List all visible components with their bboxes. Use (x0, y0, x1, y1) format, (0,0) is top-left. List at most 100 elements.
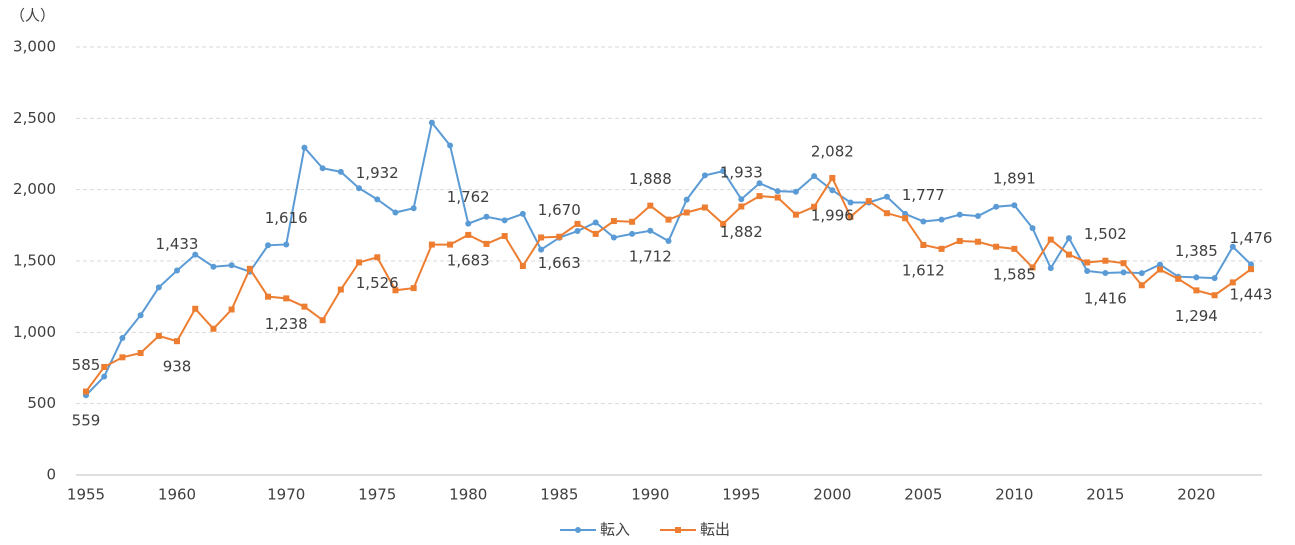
point-marker (938, 245, 945, 252)
point-marker (101, 364, 108, 371)
point-marker (1138, 282, 1145, 289)
point-marker (283, 295, 290, 302)
point-marker (1248, 261, 1254, 268)
point-marker (246, 265, 253, 272)
point-marker (356, 185, 363, 192)
point-marker (1156, 266, 1163, 273)
point-marker (811, 203, 818, 210)
point-marker (83, 388, 89, 395)
point-marker (174, 338, 181, 345)
point-marker (592, 230, 599, 237)
point-marker (629, 218, 636, 225)
x-tick-label: 1985 (540, 486, 578, 504)
point-marker (792, 211, 799, 218)
point-marker (665, 238, 672, 245)
y-tick-label: 2,000 (13, 180, 56, 198)
point-marker (592, 219, 599, 226)
point-marker (956, 238, 963, 245)
point-marker (629, 230, 636, 237)
point-marker (1156, 261, 1163, 268)
series-line (85, 175, 1252, 393)
point-marker (610, 218, 617, 225)
point-marker (538, 246, 545, 253)
data-label: 1,663 (538, 254, 581, 272)
point-marker (465, 231, 472, 238)
point-marker (993, 203, 1000, 210)
data-label: 1,585 (993, 265, 1036, 283)
point-marker (647, 202, 654, 209)
point-marker (1138, 270, 1145, 277)
y-axis-unit: （人） (10, 7, 55, 25)
x-tick-label: 1955 (67, 486, 105, 504)
x-tick-label: 1975 (358, 486, 396, 504)
legend-marker (675, 527, 681, 533)
point-marker (192, 305, 199, 312)
x-tick-label: 2020 (1177, 486, 1215, 504)
x-tick-label: 2010 (995, 486, 1033, 504)
point-marker (210, 325, 217, 332)
data-label: 1,670 (538, 201, 581, 219)
point-marker (956, 211, 963, 218)
point-marker (101, 373, 108, 380)
point-marker (1211, 275, 1218, 282)
point-marker (1065, 235, 1072, 242)
point-marker (556, 233, 563, 240)
point-marker (1229, 243, 1236, 250)
point-marker (301, 144, 308, 151)
point-marker (829, 187, 836, 194)
data-label: 1,932 (356, 164, 399, 182)
point-marker (465, 220, 472, 227)
point-marker (1084, 259, 1091, 266)
data-label: 1,476 (1230, 229, 1273, 247)
y-tick-label: 0 (46, 466, 56, 484)
point-marker (283, 241, 290, 248)
point-marker (265, 293, 272, 300)
point-marker (1011, 245, 1018, 252)
point-marker (1047, 265, 1054, 272)
point-marker (137, 312, 144, 319)
point-marker (1229, 279, 1236, 286)
point-marker (428, 119, 435, 126)
y-tick-label: 3,000 (13, 38, 56, 56)
point-marker (1211, 292, 1218, 299)
legend-label: 転入 (600, 521, 630, 539)
data-label: 1,683 (447, 251, 490, 269)
point-marker (119, 354, 126, 361)
point-marker (974, 213, 981, 220)
point-marker (701, 204, 708, 211)
data-label: 938 (163, 358, 192, 376)
point-marker (228, 262, 235, 269)
point-marker (738, 196, 745, 203)
data-label: 559 (72, 412, 101, 430)
point-marker (228, 306, 235, 313)
point-marker (265, 242, 272, 249)
point-marker (538, 234, 545, 241)
point-marker (610, 234, 617, 241)
point-marker (938, 216, 945, 223)
point-marker (374, 254, 381, 261)
data-label: 1,443 (1230, 286, 1273, 304)
point-marker (337, 286, 344, 293)
data-label: 1,996 (811, 207, 854, 225)
point-marker (902, 215, 909, 222)
point-marker (774, 188, 781, 195)
point-marker (811, 173, 818, 180)
point-marker (192, 251, 199, 258)
point-marker (319, 165, 326, 172)
point-marker (374, 196, 381, 203)
point-marker (1248, 266, 1254, 273)
point-marker (155, 284, 162, 291)
point-marker (1029, 264, 1036, 271)
point-marker (1084, 267, 1091, 274)
x-tick-label: 2005 (904, 486, 942, 504)
point-marker (210, 263, 217, 270)
data-label: 1,416 (1084, 289, 1127, 307)
point-marker (1047, 236, 1054, 243)
point-marker (137, 350, 144, 357)
point-marker (920, 242, 927, 249)
data-label: 1,385 (1175, 242, 1218, 260)
point-marker (337, 168, 344, 175)
x-tick-label: 1990 (631, 486, 669, 504)
point-marker (829, 174, 836, 181)
